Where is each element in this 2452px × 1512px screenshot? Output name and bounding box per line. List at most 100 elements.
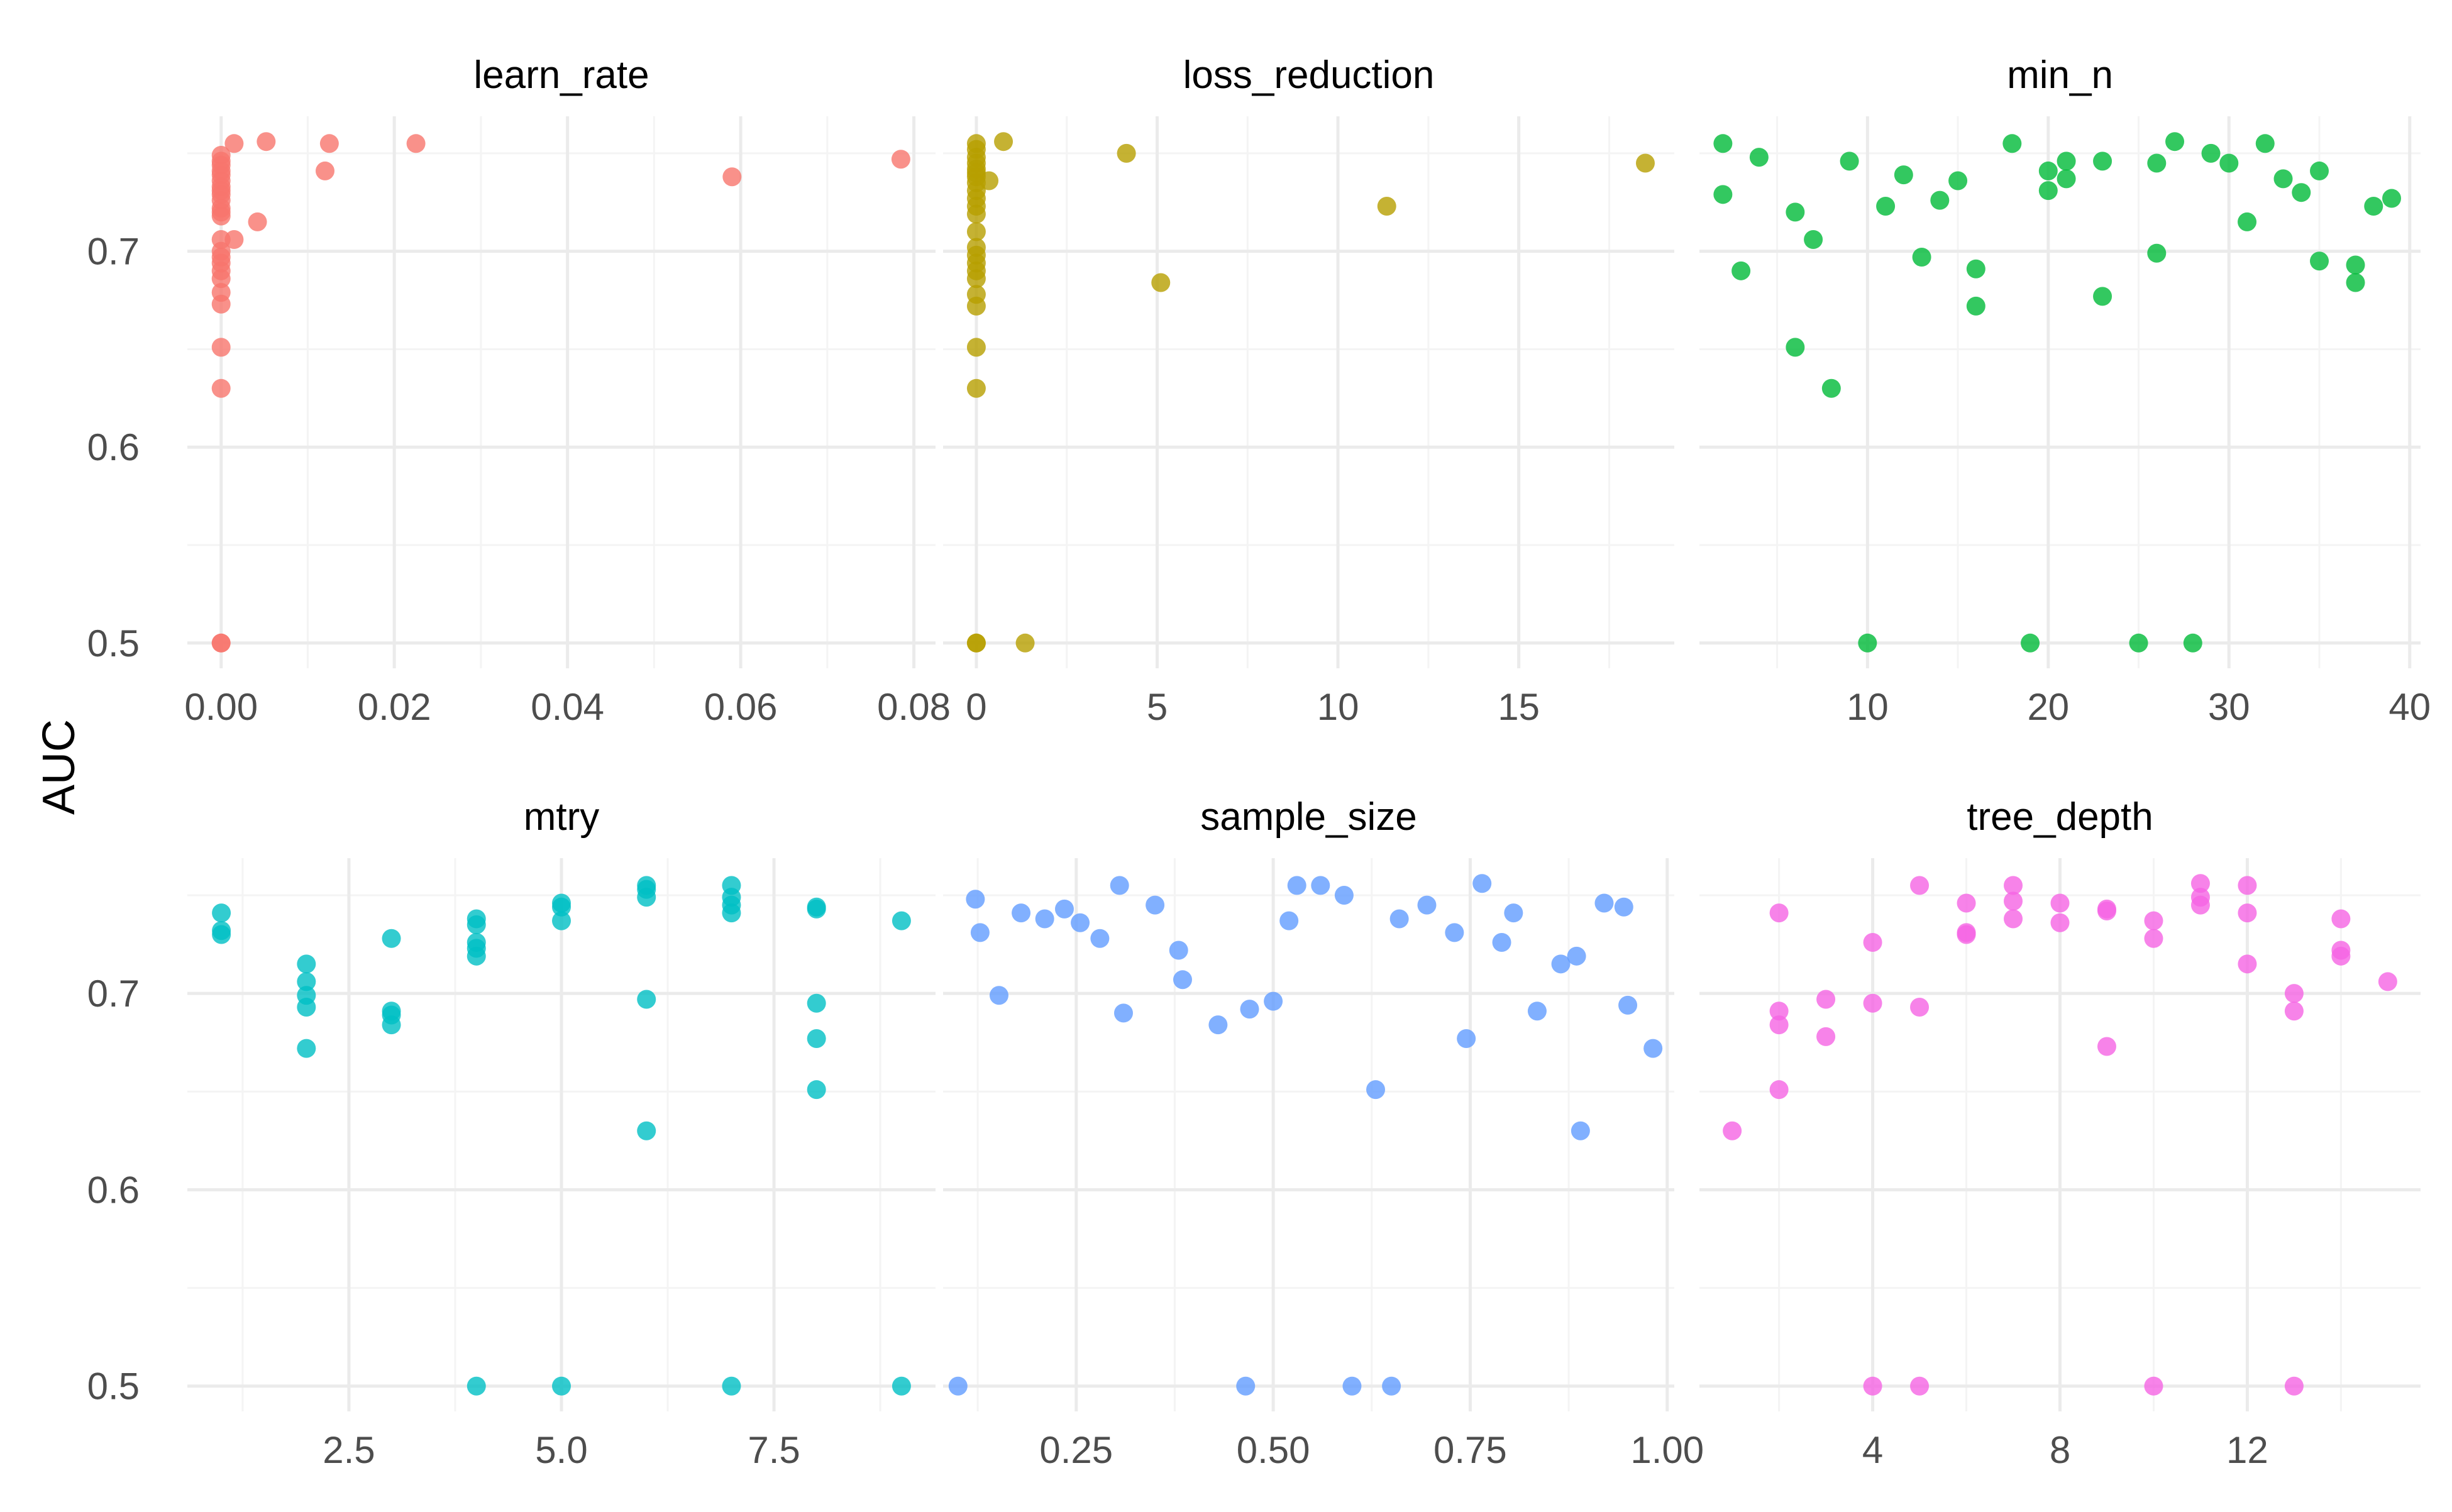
data-point bbox=[1594, 893, 1614, 913]
data-point bbox=[1492, 932, 1511, 952]
data-point bbox=[382, 1015, 401, 1035]
data-point bbox=[211, 269, 231, 289]
data-point bbox=[722, 1376, 741, 1396]
data-point bbox=[1457, 1029, 1476, 1048]
data-point bbox=[1910, 1376, 1930, 1396]
data-point bbox=[966, 296, 986, 316]
data-point bbox=[2310, 161, 2329, 180]
data-point bbox=[224, 134, 244, 153]
facet-title: learn_rate bbox=[473, 53, 649, 97]
data-point bbox=[1948, 171, 1968, 190]
data-point bbox=[1912, 248, 1931, 267]
data-point bbox=[948, 1376, 968, 1396]
data-point bbox=[2129, 633, 2148, 653]
data-point bbox=[1769, 1002, 1789, 1021]
data-point bbox=[211, 229, 231, 249]
data-point bbox=[1816, 990, 1836, 1009]
data-point bbox=[1146, 895, 1165, 915]
facet-panel-loss-reduction: loss_reduction 0 5 10 15 bbox=[943, 53, 1674, 728]
facet-title: sample_size bbox=[1200, 795, 1417, 839]
x-tick-label: 0.75 bbox=[1433, 1429, 1507, 1471]
data-point bbox=[382, 929, 401, 948]
data-point bbox=[1445, 923, 1464, 942]
y-axis-label: AUC bbox=[34, 719, 84, 815]
data-point bbox=[2190, 895, 2210, 915]
data-point bbox=[891, 150, 910, 169]
data-point bbox=[297, 954, 316, 974]
data-point bbox=[1389, 909, 1409, 929]
data-point bbox=[2238, 212, 2257, 231]
data-point bbox=[1169, 941, 1188, 960]
data-point bbox=[211, 378, 231, 398]
data-point bbox=[1287, 876, 1306, 895]
data-point bbox=[2093, 287, 2112, 306]
data-point bbox=[994, 132, 1013, 152]
data-point bbox=[1567, 946, 1586, 966]
facet-panel-min-n: min_n 10 20 30 40 bbox=[1699, 53, 2431, 728]
data-point bbox=[1173, 970, 1192, 990]
data-point bbox=[1713, 185, 1733, 204]
data-point bbox=[1731, 261, 1751, 280]
data-point bbox=[2147, 153, 2167, 173]
facet-title: mtry bbox=[524, 795, 600, 839]
data-point bbox=[1643, 1039, 1663, 1058]
data-point bbox=[406, 134, 426, 153]
data-point bbox=[807, 1029, 826, 1048]
data-point bbox=[1894, 165, 1913, 185]
facet-title: min_n bbox=[2007, 53, 2113, 97]
data-point bbox=[1236, 1376, 1256, 1396]
data-point bbox=[892, 1376, 911, 1396]
data-point bbox=[1713, 134, 1733, 153]
data-point bbox=[2284, 1376, 2304, 1396]
data-point bbox=[1804, 229, 1823, 249]
facet-panel-mtry: mtry 2.5 5.0 7.5 0.5 0.6 0.7 bbox=[87, 795, 936, 1471]
data-point bbox=[1966, 296, 1985, 316]
data-point bbox=[1876, 197, 1896, 216]
data-point bbox=[1863, 1376, 1882, 1396]
data-point bbox=[1957, 893, 1976, 913]
data-point bbox=[2038, 181, 2058, 201]
data-point bbox=[1614, 897, 1633, 917]
data-point bbox=[1863, 993, 1882, 1013]
x-tick-label: 15 bbox=[1498, 686, 1540, 728]
x-tick-label: 30 bbox=[2208, 686, 2250, 728]
data-point bbox=[224, 229, 244, 249]
data-point bbox=[966, 633, 986, 653]
data-point bbox=[1366, 1080, 1386, 1100]
data-point bbox=[966, 338, 986, 357]
data-point bbox=[1035, 909, 1054, 929]
data-point bbox=[989, 986, 1008, 1005]
data-point bbox=[1504, 903, 1523, 923]
data-point bbox=[2057, 169, 2076, 189]
x-tick-label: 7.5 bbox=[748, 1429, 800, 1471]
x-tick-label: 1.00 bbox=[1630, 1429, 1704, 1471]
data-point bbox=[257, 132, 276, 152]
data-point bbox=[1966, 259, 1985, 279]
data-point bbox=[2097, 1037, 2116, 1056]
data-point bbox=[1382, 1376, 1401, 1396]
data-point bbox=[892, 911, 911, 930]
x-tick-label: 0 bbox=[966, 686, 986, 728]
data-point bbox=[1930, 190, 1950, 210]
y-tick-label: 0.6 bbox=[87, 1169, 140, 1211]
data-point bbox=[2165, 132, 2185, 152]
facet-title: loss_reduction bbox=[1183, 53, 1435, 97]
data-point bbox=[2147, 243, 2167, 263]
y-tick-label: 0.7 bbox=[87, 231, 140, 273]
x-tick-label: 10 bbox=[1847, 686, 1889, 728]
data-point bbox=[1012, 903, 1031, 923]
data-point bbox=[2310, 251, 2329, 271]
data-point bbox=[1117, 143, 1136, 163]
facet-panel-tree-depth: tree_depth 4 8 12 bbox=[1699, 795, 2421, 1471]
data-point bbox=[2144, 911, 2163, 930]
data-point bbox=[966, 204, 986, 224]
data-point bbox=[1769, 903, 1789, 923]
data-point bbox=[966, 269, 986, 289]
data-point bbox=[552, 911, 571, 930]
data-point bbox=[211, 161, 231, 180]
data-point bbox=[1054, 899, 1074, 919]
data-point bbox=[1723, 1121, 1742, 1140]
x-tick-label: 0.25 bbox=[1039, 1429, 1113, 1471]
data-point bbox=[211, 633, 231, 653]
data-point bbox=[1377, 197, 1396, 216]
